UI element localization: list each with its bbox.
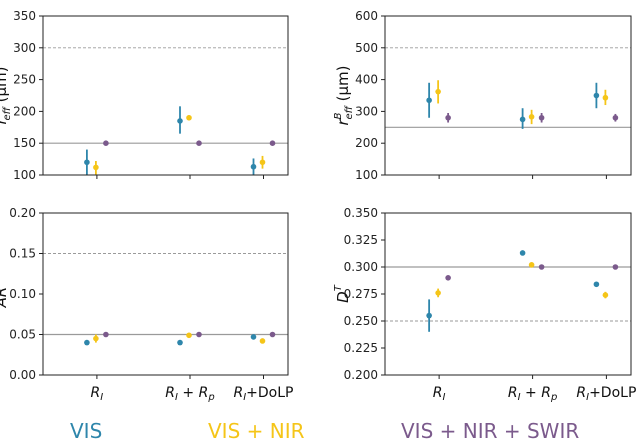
data-point [538, 114, 545, 121]
legend-item-vis-nir-swir: VIS + NIR + SWIR [401, 419, 579, 443]
data-point [426, 97, 432, 104]
y-axis-label: rBeff (µm) [333, 65, 355, 125]
y-tick-label: 0.20 [9, 206, 36, 220]
y-tick-label: 600 [355, 9, 378, 23]
legend-item-vis: VIS [70, 419, 102, 443]
y-tick-label: 250 [13, 73, 36, 87]
data-point [612, 264, 619, 270]
y-tick-label: 400 [355, 73, 378, 87]
data-point [177, 118, 183, 124]
data-point [259, 338, 266, 344]
data-point [103, 140, 109, 146]
x-tick-label: RI+DoLP [576, 385, 636, 403]
data-point [435, 290, 441, 296]
y-tick-label: 200 [13, 104, 36, 118]
data-point [435, 88, 441, 95]
axes-frame [42, 15, 289, 176]
y-axis-label: DT [333, 284, 352, 303]
data-point [177, 339, 183, 346]
axes-frame [384, 212, 632, 376]
x-tick-label: RI+DoLP [233, 385, 293, 403]
data-point [250, 334, 257, 340]
data-point [84, 159, 90, 166]
data-point [84, 339, 90, 346]
x-tick-label: RI + Rp [165, 385, 214, 403]
data-point [445, 275, 451, 281]
data-point [186, 114, 192, 121]
y-tick-label: 350 [13, 9, 36, 23]
y-tick-label: 0.05 [9, 328, 36, 342]
axes-frame [384, 15, 632, 176]
data-point [602, 94, 609, 101]
data-point [269, 140, 276, 146]
x-tick-label: RI [433, 385, 446, 403]
data-point [528, 262, 535, 268]
y-tick-label: 0.15 [9, 247, 36, 261]
data-point [186, 332, 192, 339]
data-point [538, 264, 545, 270]
panels: 100 150 200 250 300 350 rTeff (µm) 100 200 300 400… [0, 9, 636, 403]
data-point [93, 335, 99, 342]
data-point [445, 114, 451, 121]
y-tick-label: 300 [13, 41, 36, 55]
legend: VIS VIS + NIR VIS + NIR + SWIR [70, 419, 579, 443]
data-point [250, 163, 257, 170]
y-tick-label: 0.00 [9, 368, 36, 382]
x-tick-label: RI + Rp [508, 385, 557, 403]
y-tick-label: 150 [13, 136, 36, 150]
data-point [593, 281, 600, 288]
data-point [93, 164, 99, 171]
data-point [196, 331, 202, 338]
y-tick-label: 200 [355, 136, 378, 150]
data-point [519, 116, 526, 123]
y-tick-label: 100 [13, 168, 36, 182]
y-tick-label: 0.225 [344, 341, 378, 355]
data-point [269, 331, 276, 338]
y-axis-label: ART [0, 280, 10, 309]
data-point [426, 312, 432, 319]
y-tick-label: 100 [355, 168, 378, 182]
data-point [259, 159, 266, 166]
y-tick-label: 0.300 [344, 260, 378, 274]
y-tick-label: 300 [355, 104, 378, 118]
y-tick-label: 0.250 [344, 314, 378, 328]
y-tick-label: 0.325 [344, 233, 378, 247]
panel-bottom-left: 0.00 0.05 0.10 0.15 0.20 RI RI + Rp RI+DoLP ART [0, 206, 294, 403]
data-point [593, 92, 600, 99]
data-point [602, 292, 609, 298]
data-point [519, 250, 526, 256]
y-tick-label: 0.275 [344, 287, 378, 301]
x-tick-label: RI [91, 385, 104, 403]
data-point [196, 140, 202, 146]
data-point [528, 114, 535, 120]
data-point [103, 331, 109, 338]
data-point [612, 114, 619, 121]
panel-bottom-right: 0.200 0.225 0.250 0.275 0.300 0.325 0.350 RI RI … [333, 206, 636, 403]
y-tick-label: 0.10 [9, 287, 36, 301]
y-tick-label: 500 [355, 41, 378, 55]
panel-top-right: 100 200 300 400 500 600 rBeff (µm) [333, 9, 632, 182]
panel-top-left: 100 150 200 250 300 350 rTeff (µm) [0, 9, 289, 182]
y-tick-label: 0.350 [344, 206, 378, 220]
y-tick-label: 0.200 [344, 368, 378, 382]
axes-frame [42, 212, 289, 376]
legend-item-vis-nir: VIS + NIR [208, 419, 305, 443]
y-axis-label: rTeff (µm) [0, 66, 13, 124]
